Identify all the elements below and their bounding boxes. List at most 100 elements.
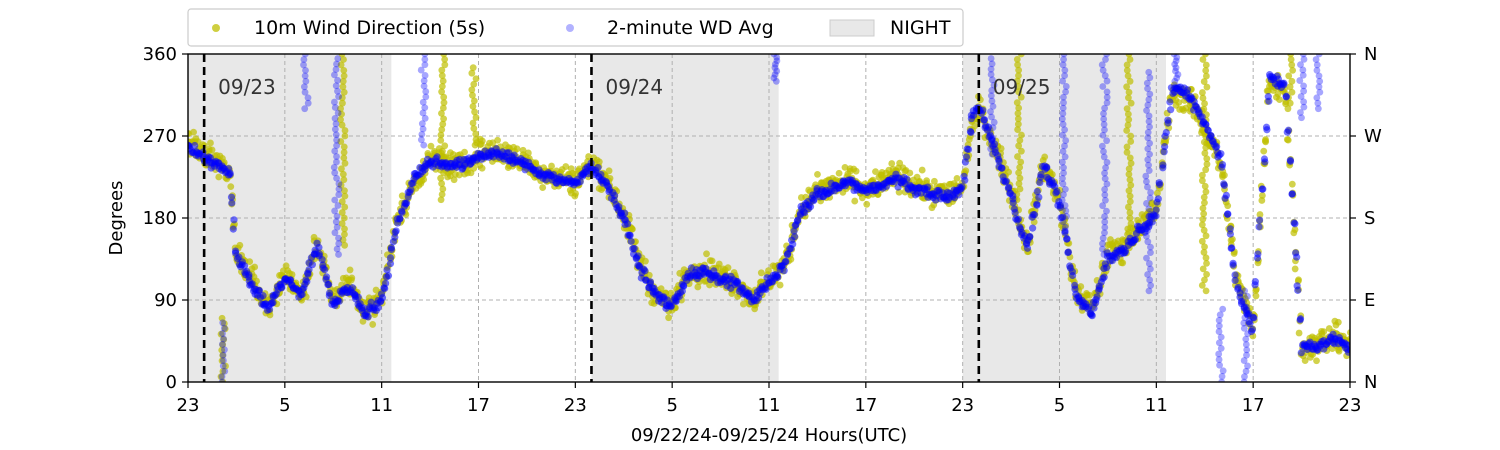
wd2m-point-551 — [733, 278, 742, 286]
wd5s-point-1915 — [1199, 215, 1207, 223]
wd2m-point-1245 — [773, 67, 781, 75]
wd5s-point-415 — [461, 148, 468, 156]
wd5s-point-1848 — [1015, 142, 1023, 150]
wd2m-point-1232 — [419, 98, 427, 106]
wd2m-point-1239 — [421, 61, 429, 69]
wd2m-point-1235 — [420, 82, 428, 90]
wd2m-point-1285 — [1061, 142, 1068, 150]
wd2m-point-1435 — [1299, 54, 1307, 58]
wd2m-point-201 — [384, 272, 393, 280]
wd2m-point-1113 — [1296, 315, 1305, 323]
wd2m-point-431 — [615, 203, 623, 211]
wd5s-point-798 — [715, 260, 723, 268]
wd2m-point-1301 — [1060, 56, 1068, 63]
wd2m-point-1278 — [1059, 180, 1067, 188]
wd5s-point-1725 — [1334, 318, 1342, 326]
wd2m-point-1073 — [1255, 223, 1263, 231]
wd5s-point-1846 — [1014, 153, 1021, 160]
wd5s-point-1900 — [1126, 56, 1134, 63]
wd5s-point-1763 — [338, 220, 346, 227]
wd5s-point-1853 — [1014, 115, 1022, 123]
wd5s-point-1175 — [965, 136, 973, 143]
wd2m-point-1384 — [1174, 71, 1182, 78]
wd5s-point-1794 — [338, 54, 346, 58]
wd2m-point-444 — [627, 237, 635, 245]
wd5s-point-1835 — [472, 75, 480, 83]
wd2m-point-1225 — [417, 136, 425, 144]
wd2m-point-1417 — [1241, 314, 1249, 322]
wd5s-point-1820 — [441, 61, 449, 69]
y2-tick-label-3: W — [1364, 126, 1382, 147]
wd2m-point-1416 — [1240, 319, 1248, 327]
wd2m-point-219 — [402, 200, 410, 208]
wd5s-point-1886 — [1127, 132, 1135, 140]
wd2m-point-606 — [790, 227, 798, 235]
wd2m-point-1218 — [332, 82, 340, 90]
wd2m-point-1382 — [1171, 77, 1179, 85]
wd2m-point-1019 — [1201, 120, 1210, 128]
wd2m-point-971 — [1153, 198, 1161, 206]
wd5s-point-1945 — [1202, 54, 1209, 58]
wd5s-point-1870 — [1127, 220, 1135, 227]
wd5s-point-766 — [694, 283, 702, 291]
wd5s-point-1842 — [1016, 174, 1024, 182]
wd5s-point-401 — [450, 176, 458, 184]
wd2m-point-1051 — [1234, 283, 1242, 292]
wd2m-point-1269 — [987, 55, 995, 62]
wd2m-point-1347 — [1143, 254, 1150, 262]
wd2m-point-1205 — [333, 153, 340, 160]
wd2m-point-1409 — [1240, 357, 1248, 364]
wd5s-point-713 — [657, 285, 665, 293]
wd2m-point-1327 — [1100, 121, 1108, 128]
wd5s-point-1929 — [1200, 138, 1208, 146]
wd5s-point-1828 — [472, 114, 480, 121]
wd2m-point-1181 — [302, 77, 310, 85]
wd2m-point-1316 — [1103, 180, 1111, 188]
wd5s-point-1830 — [469, 102, 477, 110]
wd5s-point-1783 — [338, 110, 345, 118]
wd2m-point-1275 — [1058, 196, 1066, 204]
wd5s-point-278 — [369, 321, 377, 328]
wd5s-point-584 — [572, 190, 579, 197]
wd5s-point-623 — [598, 186, 605, 193]
wd2m-point-617 — [799, 208, 808, 216]
wd2m-point-1164 — [218, 378, 226, 382]
wd2m-point-599 — [782, 257, 790, 266]
wd5s-point-1635 — [1274, 90, 1282, 98]
wd2m-point-1337 — [1099, 66, 1107, 74]
wd5s-point-1890 — [1124, 110, 1132, 118]
x-tick-label-5: 5 — [666, 395, 677, 416]
wd5s-point-1876 — [1125, 187, 1133, 195]
wd2m-point-905 — [1088, 312, 1096, 320]
wd2m-point-1201 — [333, 174, 340, 182]
wd5s-point-1912 — [1202, 232, 1210, 240]
legend-label-wd2m: 2-minute WD Avg — [607, 17, 774, 39]
wd5s-point-37 — [208, 146, 216, 154]
wd2m-point-916 — [1100, 273, 1108, 281]
wd2m-point-1105 — [1288, 190, 1296, 198]
wd2m-point-1358 — [1146, 194, 1154, 202]
wd5s-point-1892 — [1127, 99, 1135, 107]
wd5s-point-1832 — [469, 91, 476, 99]
wd2m-point-1306 — [1099, 234, 1107, 242]
wd2m-point-1302 — [1060, 54, 1068, 58]
wd5s-point-1841 — [1015, 180, 1023, 187]
x-tick-label-11: 17 — [1242, 395, 1265, 416]
wd2m-point-1189 — [335, 240, 343, 247]
wd2m-point-1221 — [332, 66, 340, 73]
wd5s-point-1772 — [339, 170, 347, 178]
wd5s-point-1865 — [1017, 54, 1025, 58]
wd2m-point-1405 — [1240, 378, 1248, 382]
wd2m-point-1318 — [1101, 169, 1108, 177]
wd2m-point-1204 — [333, 158, 340, 166]
wd2m-point-1114 — [1297, 349, 1305, 357]
wd2m-point-1240 — [421, 55, 429, 63]
wd2m-point-1338 — [1098, 61, 1106, 69]
wd2m-point-1380 — [1146, 74, 1154, 82]
wd5s-point-1924 — [1202, 166, 1210, 174]
wd2m-point-44 — [228, 199, 236, 207]
wd5s-point-1863 — [1014, 61, 1022, 69]
wd5s-point-1936 — [1201, 100, 1208, 107]
wd5s-point-1921 — [1201, 182, 1209, 190]
wd2m-point-1255 — [986, 129, 994, 137]
